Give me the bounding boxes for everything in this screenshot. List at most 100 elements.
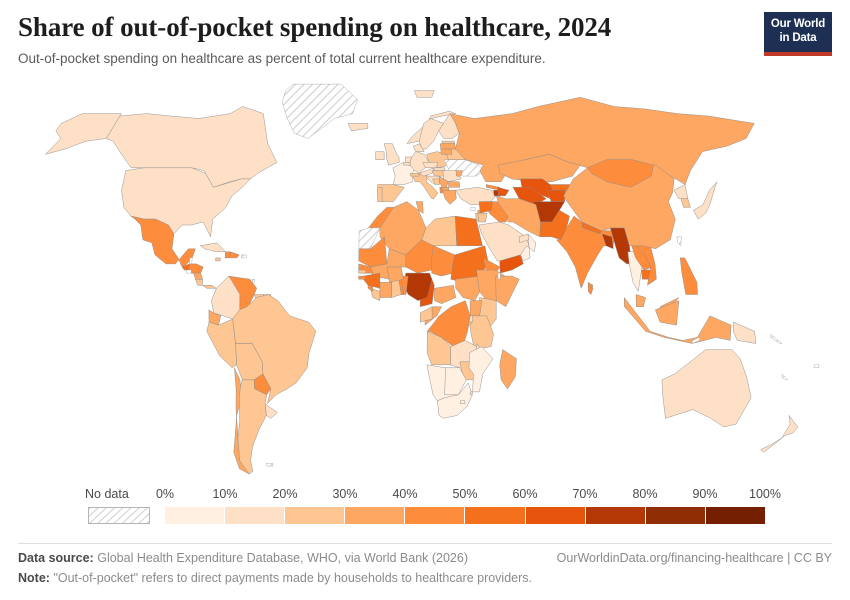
map-country-ecuador[interactable]: [208, 309, 222, 326]
map-country-vietnam[interactable]: [636, 242, 657, 286]
legend-bin-9[interactable]: [705, 507, 765, 524]
map-country-botswana[interactable]: [444, 367, 467, 396]
map-country-costa-rica[interactable]: [195, 278, 203, 286]
map-country-sweden[interactable]: [418, 118, 444, 150]
map-country-solomon-islands[interactable]: [770, 333, 783, 344]
map-country-bosnia-and-herzegovina[interactable]: [432, 178, 440, 185]
map-country-north-macedonia[interactable]: [441, 187, 450, 191]
map-country-cuba[interactable]: [200, 242, 226, 253]
map-country-uganda[interactable]: [469, 300, 483, 317]
map-country-panama[interactable]: [202, 285, 217, 289]
map-country-haiti[interactable]: [224, 251, 231, 259]
map-country-new-caledonia[interactable]: [781, 373, 789, 381]
map-country-madagascar[interactable]: [499, 349, 517, 390]
map-country-taiwan[interactable]: [676, 236, 682, 247]
legend-bin-6[interactable]: [525, 507, 586, 524]
footer-link[interactable]: OurWorldinData.org/financing-healthcare …: [556, 551, 832, 565]
map-country-dominican-republic[interactable]: [229, 251, 240, 259]
map-country-belgium[interactable]: [403, 162, 411, 166]
map-country-syria[interactable]: [478, 201, 493, 214]
legend-bin-7[interactable]: [585, 507, 646, 524]
map-country-eswatini[interactable]: [469, 391, 473, 396]
map-country-ukraine[interactable]: [443, 159, 485, 177]
map-country-ivory-coast[interactable]: [379, 281, 392, 298]
legend-bin-2[interactable]: [285, 507, 346, 524]
map-country-cyprus[interactable]: [470, 207, 476, 211]
map-country-alaska[interactable]: [45, 113, 122, 155]
map-country-mongolia[interactable]: [587, 159, 654, 188]
map-country-oman[interactable]: [520, 233, 537, 262]
legend-bin-3[interactable]: [345, 507, 406, 524]
map-country-papua-new-guinea[interactable]: [732, 321, 757, 344]
legend-bin-1[interactable]: [225, 507, 286, 524]
map-country-indonesia[interactable]: [623, 297, 732, 344]
map-country-portugal[interactable]: [377, 187, 383, 202]
map-country-bangladesh[interactable]: [601, 233, 614, 250]
map-country-argentina[interactable]: [237, 379, 267, 475]
map-country-yemen[interactable]: [499, 254, 524, 274]
map-country-egypt[interactable]: [455, 215, 483, 247]
map-country-somalia[interactable]: [495, 275, 520, 307]
map-country-chad[interactable]: [431, 245, 456, 277]
map-country-central-african-republic[interactable]: [434, 285, 457, 304]
map-country-sri-lanka2[interactable]: [587, 285, 594, 295]
map-country-iceland[interactable]: [347, 123, 369, 132]
map-country-lesotho[interactable]: [459, 400, 466, 404]
map-country-timor-leste[interactable]: [691, 337, 700, 344]
map-country-ireland[interactable]: [375, 151, 385, 160]
map-country-lithuania[interactable]: [440, 148, 453, 155]
map-country-moldova[interactable]: [455, 170, 463, 177]
legend-bin-4[interactable]: [405, 507, 466, 524]
map-country-tajikistan[interactable]: [546, 189, 565, 202]
map-country-philippines[interactable]: [679, 257, 698, 295]
legend-no-data-swatch[interactable]: [88, 507, 150, 524]
legend-bin-8[interactable]: [645, 507, 706, 524]
map-country-greenland[interactable]: [281, 83, 358, 139]
map-country-tunisia[interactable]: [415, 201, 424, 214]
map-country-jordan[interactable]: [477, 212, 488, 223]
map-country-gambia[interactable]: [358, 269, 366, 274]
map-country-jamaica[interactable]: [215, 257, 221, 262]
map-country-north-korea[interactable]: [673, 184, 689, 199]
map-country-guinea[interactable]: [363, 272, 381, 289]
map-country-new-zealand[interactable]: [760, 415, 799, 453]
map-country-bulgaria[interactable]: [447, 181, 461, 188]
map-country-djibouti[interactable]: [497, 272, 501, 280]
map-country-greece[interactable]: [441, 189, 457, 205]
map-country-australia[interactable]: [661, 349, 752, 428]
map-country-denmark[interactable]: [413, 143, 425, 152]
map-country-uruguay[interactable]: [264, 403, 278, 419]
map-country-slovakia[interactable]: [433, 167, 446, 171]
map-country-azerbaijan[interactable]: [497, 187, 510, 197]
map-country-pakistan[interactable]: [539, 210, 570, 241]
map-country-kazakhstan[interactable]: [498, 154, 581, 182]
map-country-mozambique[interactable]: [468, 346, 494, 393]
map-country-lebanon[interactable]: [477, 210, 481, 214]
map-country-western-sahara[interactable]: [358, 227, 381, 250]
map-country-fiji[interactable]: [813, 364, 820, 369]
map-country-estonia[interactable]: [441, 140, 455, 144]
map-country-latvia[interactable]: [439, 143, 456, 150]
map-country-el-salvador[interactable]: [186, 269, 192, 274]
map-country-czechia[interactable]: [422, 162, 439, 169]
legend-color-scale[interactable]: [165, 507, 765, 524]
map-country-italy[interactable]: [412, 173, 439, 199]
map-country-tanzania[interactable]: [469, 315, 494, 350]
map-country-south-korea[interactable]: [680, 198, 691, 208]
map-country-brazil[interactable]: [232, 294, 317, 404]
owid-logo[interactable]: Our World in Data: [764, 12, 832, 56]
legend-bin-0[interactable]: [165, 507, 226, 524]
map-country-mexico[interactable]: [130, 215, 196, 268]
map-country-svalbard[interactable]: [414, 90, 435, 98]
map-country-japan[interactable]: [693, 181, 718, 220]
map-country-burkina-faso[interactable]: [386, 266, 404, 283]
map-country-united-kingdom[interactable]: [383, 143, 400, 166]
map-country-guinea-bissau[interactable]: [358, 275, 366, 280]
map-country-gabon[interactable]: [419, 306, 433, 323]
map-country-united-arab-emirates[interactable]: [518, 233, 529, 244]
map-country-belize[interactable]: [189, 257, 193, 265]
map-country-democratic-republic-of-congo[interactable]: [427, 300, 471, 347]
map-country-falklands[interactable]: [265, 463, 274, 467]
map-country-puerto-rico[interactable]: [241, 254, 247, 259]
legend-bin-5[interactable]: [465, 507, 526, 524]
